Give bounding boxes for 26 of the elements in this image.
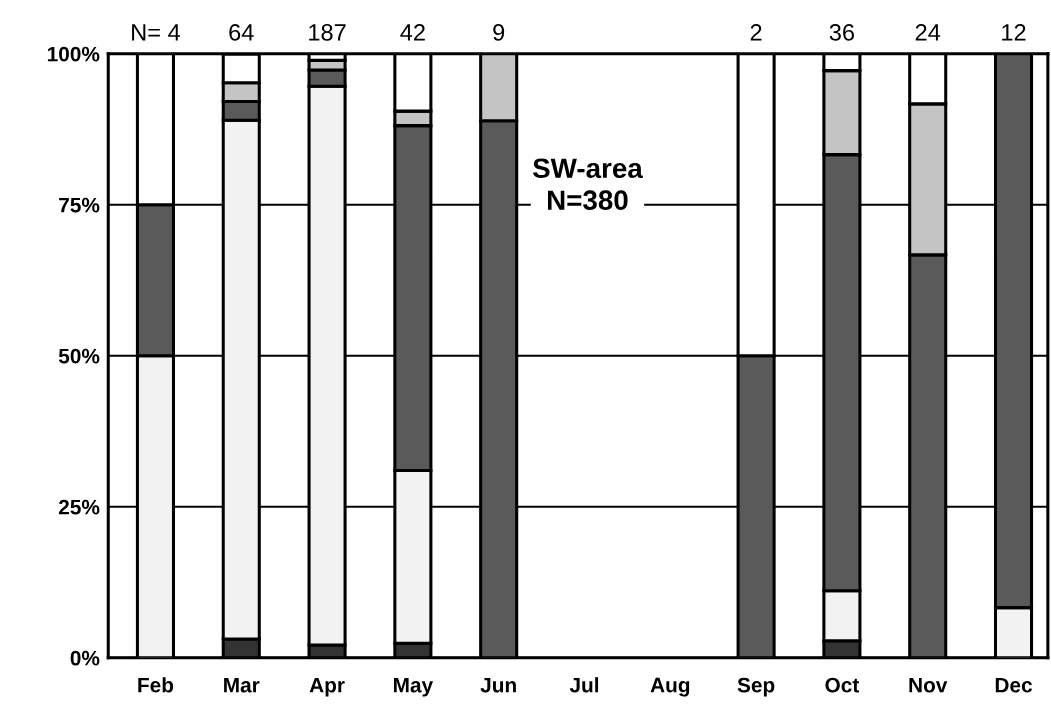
text: 36 (829, 24, 854, 41)
x-tick-label: Oct (825, 677, 860, 693)
y-tick-label: 25% (58, 499, 100, 515)
x-tick-label: Aug (650, 677, 690, 697)
text: 2 (750, 24, 762, 41)
y-tick-label: 50% (58, 348, 100, 364)
x-tick-label: Jul (569, 677, 599, 693)
text: 64 (229, 24, 254, 41)
text: N= 4 (132, 24, 181, 41)
x-tick-label: Jun (480, 677, 516, 693)
y-tick-label: 0% (70, 650, 100, 666)
x-tick-label: Nov (909, 677, 948, 693)
x-tick-label: Sep (737, 677, 775, 697)
text: 187 (309, 24, 346, 41)
y-tick-label: 100% (47, 46, 100, 62)
y-tick-label: 75% (59, 197, 100, 213)
x-tick-label: Feb (138, 677, 174, 693)
x-tick-label: Mar (224, 677, 260, 693)
x-tick-label: Apr (309, 677, 345, 697)
text: 12 (1002, 24, 1026, 41)
x-tick-label: May (394, 677, 434, 697)
text: 9 (493, 24, 505, 41)
annotation: SW-area N=380 (532, 158, 643, 211)
text: 42 (400, 24, 425, 41)
x-tick-label: Dec (995, 677, 1033, 693)
text: 24 (915, 24, 941, 41)
